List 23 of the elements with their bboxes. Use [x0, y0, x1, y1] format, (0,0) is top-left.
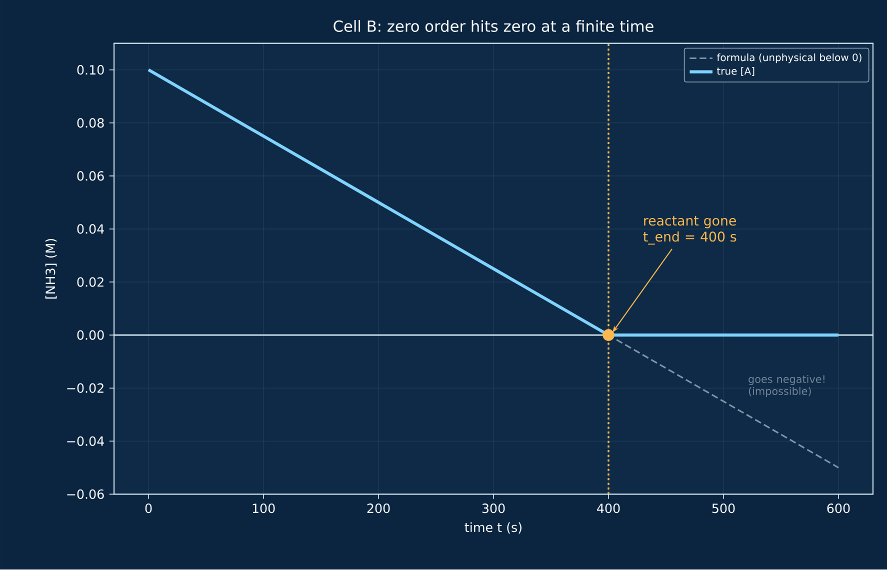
- legend-label: formula (unphysical below 0): [716, 54, 862, 64]
- y-tick-label: 0.06: [77, 171, 104, 181]
- x-tick-label: 400: [597, 504, 620, 514]
- y-tick-label: 0.10: [77, 65, 104, 75]
- x-tick-label: 300: [482, 504, 505, 514]
- y-tick-label: 0.08: [77, 118, 104, 128]
- y-tick-label: 0.02: [77, 277, 104, 288]
- annotation: reactant gone t_end = 400 s: [643, 216, 736, 245]
- x-axis-title: time t (s): [464, 522, 522, 534]
- x-tick-label: 200: [367, 504, 390, 514]
- y-tick-label: −0.06: [67, 490, 104, 500]
- legend-label: true [A]: [716, 67, 754, 76]
- chart-title: Cell B: zero order hits zero at a finite time: [334, 20, 654, 32]
- x-tick-label: 500: [712, 504, 735, 514]
- y-axis-title: [NH3] (M): [45, 239, 57, 299]
- x-tick-label: 0: [145, 504, 152, 514]
- x-tick-label: 100: [252, 504, 275, 514]
- y-tick-label: 0.00: [77, 330, 104, 340]
- y-tick-label: −0.02: [67, 384, 104, 394]
- y-tick-label: −0.04: [67, 436, 104, 446]
- y-tick-label: 0.04: [77, 224, 104, 234]
- x-tick-label: 600: [827, 504, 850, 514]
- annotation: goes negative! (impossible): [748, 375, 824, 398]
